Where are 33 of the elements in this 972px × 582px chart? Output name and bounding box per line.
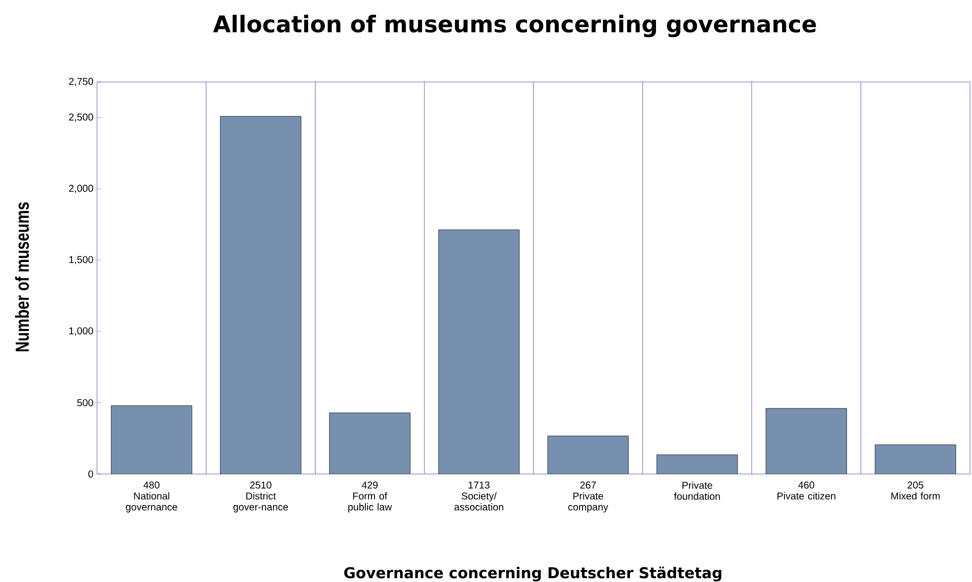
y-tick-label: 500 [77,399,94,406]
x-tick-label: National governance [126,492,178,512]
y-tick-label: 2,500 [69,114,94,122]
x-tick-label: Pivate citizen [778,492,836,500]
bar [438,230,520,474]
data-label: 205 [908,482,924,489]
data-label: 480 [143,482,160,489]
data-label: 2510 [250,482,272,489]
y-tick-label: 2,750 [69,78,94,86]
bar [220,116,302,474]
y-tick-label: 0 [88,470,94,478]
x-tick-label: Mixed form [891,492,940,500]
x-tick-label: Form of public law [348,492,392,512]
data-label: 429 [362,482,378,489]
bar [766,408,847,474]
bar [656,454,738,474]
chart-title: Allocation of museums concerning governance [213,14,816,38]
x-axis-title: Governance concerning Deutscher Städtetag [344,566,722,582]
y-tick-label: 1,500 [69,256,94,264]
x-tick-label: District gover-nance [233,492,288,512]
bar [547,436,629,474]
x-tick-label: Private company [568,492,608,512]
data-label: 1713 [468,482,490,489]
x-tick-label: Society/ association [454,492,504,510]
data-label: 267 [580,482,596,489]
x-tick-label: Private foundation [674,482,720,500]
bar [111,406,192,474]
y-tick-label: 2,000 [69,184,94,194]
data-label: 460 [798,482,814,489]
y-axis-title: Number of museums [15,202,29,352]
bar [874,444,956,474]
bar [329,412,410,474]
y-tick-label: 1,000 [69,327,94,336]
